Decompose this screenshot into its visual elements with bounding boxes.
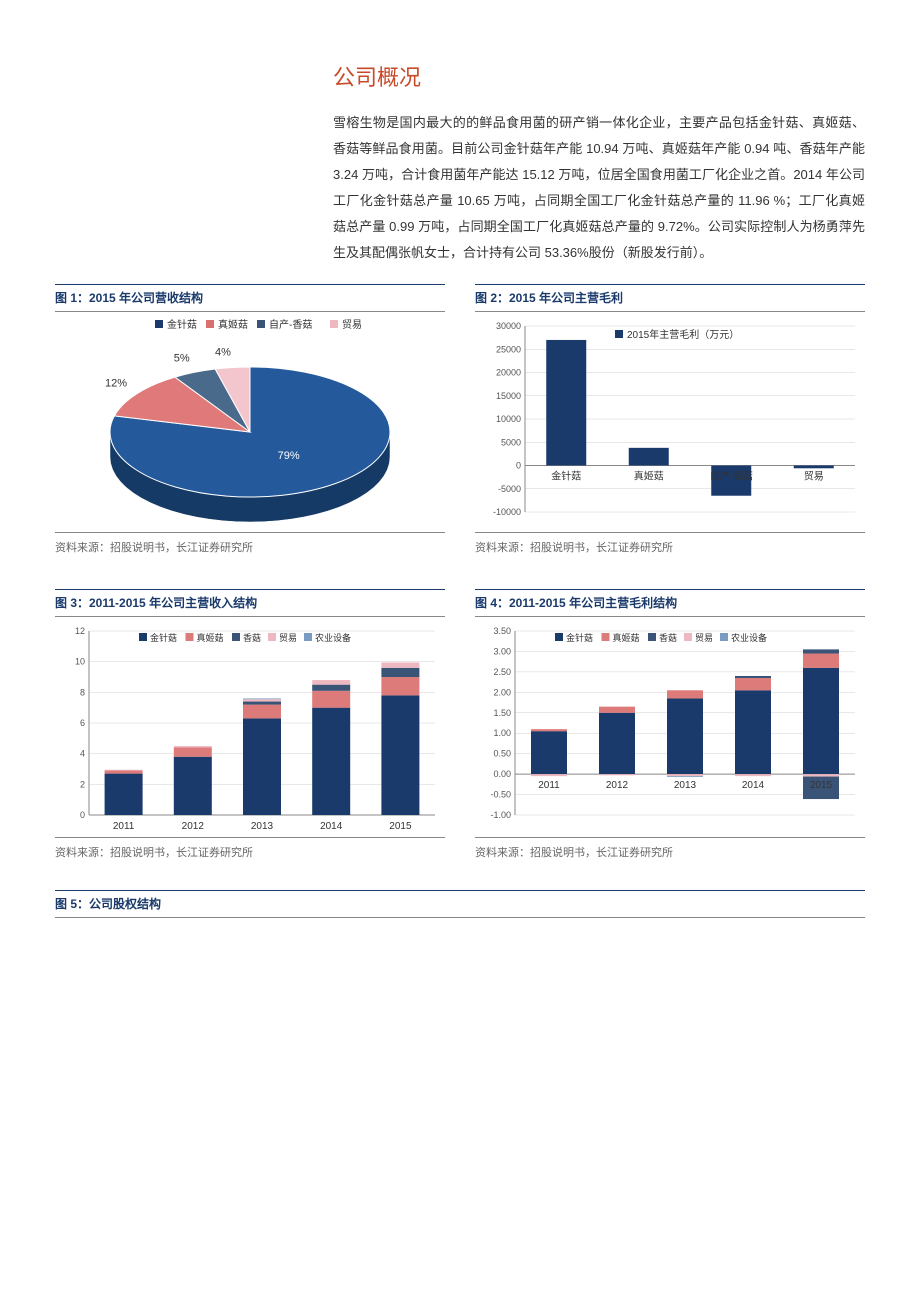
svg-text:-1.00: -1.00	[490, 810, 511, 820]
svg-text:真姬菇: 真姬菇	[613, 632, 640, 643]
svg-text:0: 0	[80, 810, 85, 820]
svg-text:10: 10	[75, 657, 85, 667]
svg-text:6: 6	[80, 718, 85, 728]
svg-text:-0.50: -0.50	[490, 790, 511, 800]
svg-text:真姬菇: 真姬菇	[218, 318, 248, 331]
chart2-title: 图 2：2015 年公司主营毛利	[475, 291, 623, 305]
svg-text:15000: 15000	[496, 391, 521, 401]
svg-text:0.50: 0.50	[493, 749, 511, 759]
section-title: 公司概况	[333, 60, 865, 92]
chart2-block: 图 2：2015 年公司主营毛利 -10000 -5000 0 5000 10000 15…	[475, 284, 865, 555]
svg-text:2012: 2012	[606, 780, 629, 791]
svg-text:香菇: 香菇	[243, 632, 261, 643]
svg-text:金针菇: 金针菇	[150, 632, 177, 643]
svg-text:金针菇: 金针菇	[167, 318, 197, 331]
svg-text:金针菇: 金针菇	[551, 470, 581, 483]
svg-text:金针菇: 金针菇	[566, 632, 593, 643]
svg-text:30000: 30000	[496, 321, 521, 331]
svg-text:20000: 20000	[496, 368, 521, 378]
svg-text:0: 0	[516, 461, 521, 471]
svg-text:真姬菇: 真姬菇	[634, 470, 664, 483]
svg-text:2015年主营毛利（万元）: 2015年主营毛利（万元）	[627, 328, 739, 341]
svg-text:农业设备: 农业设备	[731, 632, 767, 643]
svg-text:2015: 2015	[389, 821, 412, 832]
svg-text:10000: 10000	[496, 414, 521, 424]
svg-text:8: 8	[80, 687, 85, 697]
chart1-source: 资料来源：招股说明书，长江证券研究所	[55, 539, 445, 555]
svg-text:2015: 2015	[810, 780, 833, 791]
svg-text:真姬菇: 真姬菇	[197, 632, 224, 643]
svg-text:3.00: 3.00	[493, 646, 511, 656]
chart4-source: 资料来源：招股说明书，长江证券研究所	[475, 844, 865, 860]
svg-text:贸易: 贸易	[342, 319, 362, 331]
svg-text:2013: 2013	[251, 821, 274, 832]
svg-text:贸易: 贸易	[279, 632, 297, 643]
stacked-bar-chart: 0 2 4 6 8 10 12 金针菇 真姬菇 香菇 贸易 农业设备 2011 2012 2013 2014 2…	[55, 617, 445, 837]
svg-text:12%: 12%	[105, 378, 127, 390]
svg-text:0.00: 0.00	[493, 769, 511, 779]
svg-text:4: 4	[80, 749, 85, 759]
svg-text:2.00: 2.00	[493, 687, 511, 697]
svg-text:贸易: 贸易	[804, 471, 824, 483]
chart1-title: 图 1：2015 年公司营收结构	[55, 291, 203, 305]
chart3-source: 资料来源：招股说明书，长江证券研究所	[55, 844, 445, 860]
svg-text:2014: 2014	[742, 780, 765, 791]
chart4-title: 图 4：2011-2015 年公司主营毛利结构	[475, 596, 677, 610]
svg-text:自产-香菇: 自产-香菇	[710, 470, 753, 483]
svg-text:3.50: 3.50	[493, 626, 511, 636]
chart2-source: 资料来源：招股说明书，长江证券研究所	[475, 539, 865, 555]
body-paragraph: 雪榕生物是国内最大的的鲜品食用菌的研产销一体化企业，主要产品包括金针菇、真姬菇、…	[333, 110, 865, 266]
svg-text:贸易: 贸易	[695, 632, 713, 643]
chart4-block: 图 4：2011-2015 年公司主营毛利结构 -1.00 -0.50 0.00 0.…	[475, 589, 865, 860]
svg-text:自产-香菇: 自产-香菇	[269, 318, 312, 331]
svg-text:25000: 25000	[496, 344, 521, 354]
svg-text:2012: 2012	[182, 821, 205, 832]
svg-text:农业设备: 农业设备	[315, 632, 351, 643]
svg-text:12: 12	[75, 626, 85, 636]
svg-text:2.50: 2.50	[493, 667, 511, 677]
svg-text:2014: 2014	[320, 821, 343, 832]
svg-text:2011: 2011	[113, 821, 135, 832]
stacked-bar-neg-chart: -1.00 -0.50 0.00 0.50 1.00 1.50 2.00 2.50 3.00 3.…	[475, 617, 865, 837]
svg-text:2: 2	[80, 779, 85, 789]
svg-text:-10000: -10000	[493, 507, 521, 517]
svg-text:1.00: 1.00	[493, 728, 511, 738]
svg-text:-5000: -5000	[498, 484, 521, 494]
pie-chart: 金针菇 真姬菇 自产-香菇 贸易 79% 12% 5% 4%	[55, 312, 445, 532]
chart5-title-bar: 图 5：公司股权结构	[55, 890, 865, 918]
svg-text:79%: 79%	[278, 450, 300, 462]
svg-text:1.50: 1.50	[493, 708, 511, 718]
svg-text:5000: 5000	[501, 437, 521, 447]
chart5-title: 图 5：公司股权结构	[55, 897, 161, 911]
chart3-title: 图 3：2011-2015 年公司主营收入结构	[55, 596, 257, 610]
chart3-block: 图 3：2011-2015 年公司主营收入结构 0 2 4 6 8 10 12 金针菇 真姬菇 香…	[55, 589, 445, 860]
bar-chart: -10000 -5000 0 5000 10000 15000 20000 25000 3000…	[475, 312, 865, 532]
svg-text:5%: 5%	[174, 352, 190, 364]
svg-text:4%: 4%	[215, 347, 231, 359]
svg-text:2011: 2011	[538, 780, 560, 791]
svg-text:香菇: 香菇	[659, 632, 677, 643]
chart1-block: 图 1：2015 年公司营收结构 金针菇 真姬菇 自产-香菇 贸易 79% 12% 5% 4%…	[55, 284, 445, 555]
svg-text:2013: 2013	[674, 780, 697, 791]
